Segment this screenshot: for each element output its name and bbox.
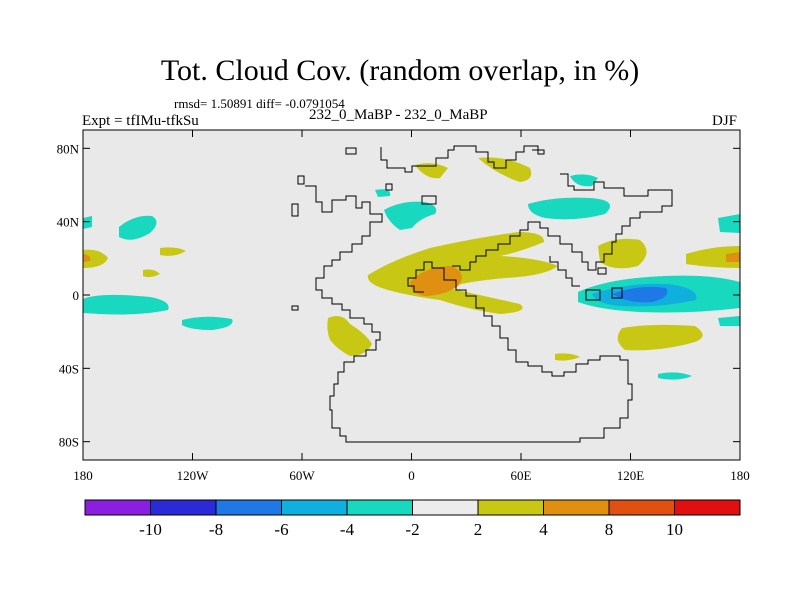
coastline-island [345, 147, 357, 155]
colorbar-swatch [543, 499, 610, 516]
anomaly-high-patch [327, 316, 372, 356]
colorbar-swatch [608, 499, 675, 516]
anomaly-high-patch [83, 254, 91, 262]
anomaly-low-patch [375, 189, 391, 197]
anomaly-low-patch [718, 214, 740, 233]
anomaly-high-patch [83, 249, 108, 268]
colorbar-swatch [150, 499, 217, 516]
anomaly-low-patch [83, 216, 92, 229]
anomaly-low-patch [119, 215, 157, 240]
anomaly-high-patch [410, 266, 462, 296]
lon-tick-label: 60W [289, 468, 315, 483]
lat-tick-label: 40S [59, 361, 79, 376]
anomaly-low-patch [384, 201, 437, 230]
colorbar-label: 2 [474, 520, 483, 539]
anomaly-low-patch [83, 294, 169, 315]
coastline-north-america [380, 145, 545, 173]
lat-tick-label: 40N [57, 215, 80, 230]
lat-tick-label: 80S [59, 435, 79, 450]
anomaly-high-patch [555, 353, 580, 361]
colorbar-swatch [215, 499, 282, 516]
coastline-island [297, 175, 305, 185]
coastline-maritime [585, 289, 601, 301]
coastline-indochina [549, 256, 580, 287]
lon-tick-label: 120E [617, 468, 645, 483]
anomaly-high-patch [367, 232, 558, 314]
coastlines [291, 145, 673, 443]
experiment-label: Expt = tfIMu-tfkSu [82, 113, 199, 129]
lon-tick-label: 180 [730, 468, 750, 483]
coastline-eurasia [452, 173, 673, 271]
lon-tick-label: 120W [177, 468, 210, 483]
anomaly-low-patch [570, 174, 598, 187]
colorbar-label: -2 [405, 520, 419, 539]
anomaly-high-patch [415, 163, 448, 179]
anomaly-high-patch [726, 252, 740, 262]
colorbar-swatch [674, 499, 741, 516]
map-title: Tot. Cloud Cov. (random overlap, in %) [160, 54, 640, 87]
coastline-island [291, 305, 299, 311]
colorbar-swatch [346, 499, 413, 516]
anomaly-high-patch [143, 269, 160, 278]
colorbar-label: -6 [274, 520, 288, 539]
lon-tick-label: 180 [73, 468, 93, 483]
coastline-greenland [385, 183, 393, 191]
anomaly-high-patch [617, 324, 703, 351]
latitude-axis: 80N 40N 0 40S 80S [57, 141, 740, 450]
season-label: DJF [712, 113, 738, 129]
case-label: 232_0_MaBP - 232_0_MaBP [309, 107, 488, 123]
colorbar-label: 10 [666, 520, 683, 539]
anomaly-high-patch [160, 247, 186, 256]
colorbar-swatch [412, 499, 479, 516]
coastline-maritime [597, 267, 607, 275]
anomaly-low-patch [612, 286, 668, 303]
coastline-americas [305, 185, 633, 443]
anomaly-high-patch [598, 238, 647, 269]
colorbar-label: 4 [539, 520, 548, 539]
lat-tick-label: 80N [57, 141, 80, 156]
coastline-island [421, 195, 437, 205]
anomaly-low-patch [182, 316, 233, 330]
colorbar-swatch [281, 499, 348, 516]
coastline-island [291, 203, 299, 217]
colorbar-label: 8 [605, 520, 614, 539]
anomaly-high-patch [478, 157, 532, 182]
colorbar-label: -10 [139, 520, 162, 539]
coastline-maritime [611, 287, 623, 299]
anomaly-fields [83, 157, 740, 380]
colorbar: -10 -8 -6 -4 -2 2 4 8 10 [84, 499, 741, 539]
lon-tick-label: 60E [511, 468, 532, 483]
anomaly-high-patch [686, 246, 740, 268]
colorbar-swatch [477, 499, 544, 516]
anomaly-low-patch [658, 372, 692, 380]
colorbar-label: -8 [209, 520, 223, 539]
stats-line: rmsd= 1.50891 diff= -0.0791054 [174, 96, 345, 111]
anomaly-low-patch [718, 316, 740, 326]
lon-tick-label: 0 [408, 468, 415, 483]
lat-tick-label: 0 [73, 288, 80, 303]
colorbar-swatch [84, 499, 151, 516]
anomaly-low-patch [528, 197, 610, 220]
longitude-axis: 180 120W 60W 0 60E 120E 180 [73, 130, 750, 483]
colorbar-label: -4 [340, 520, 355, 539]
